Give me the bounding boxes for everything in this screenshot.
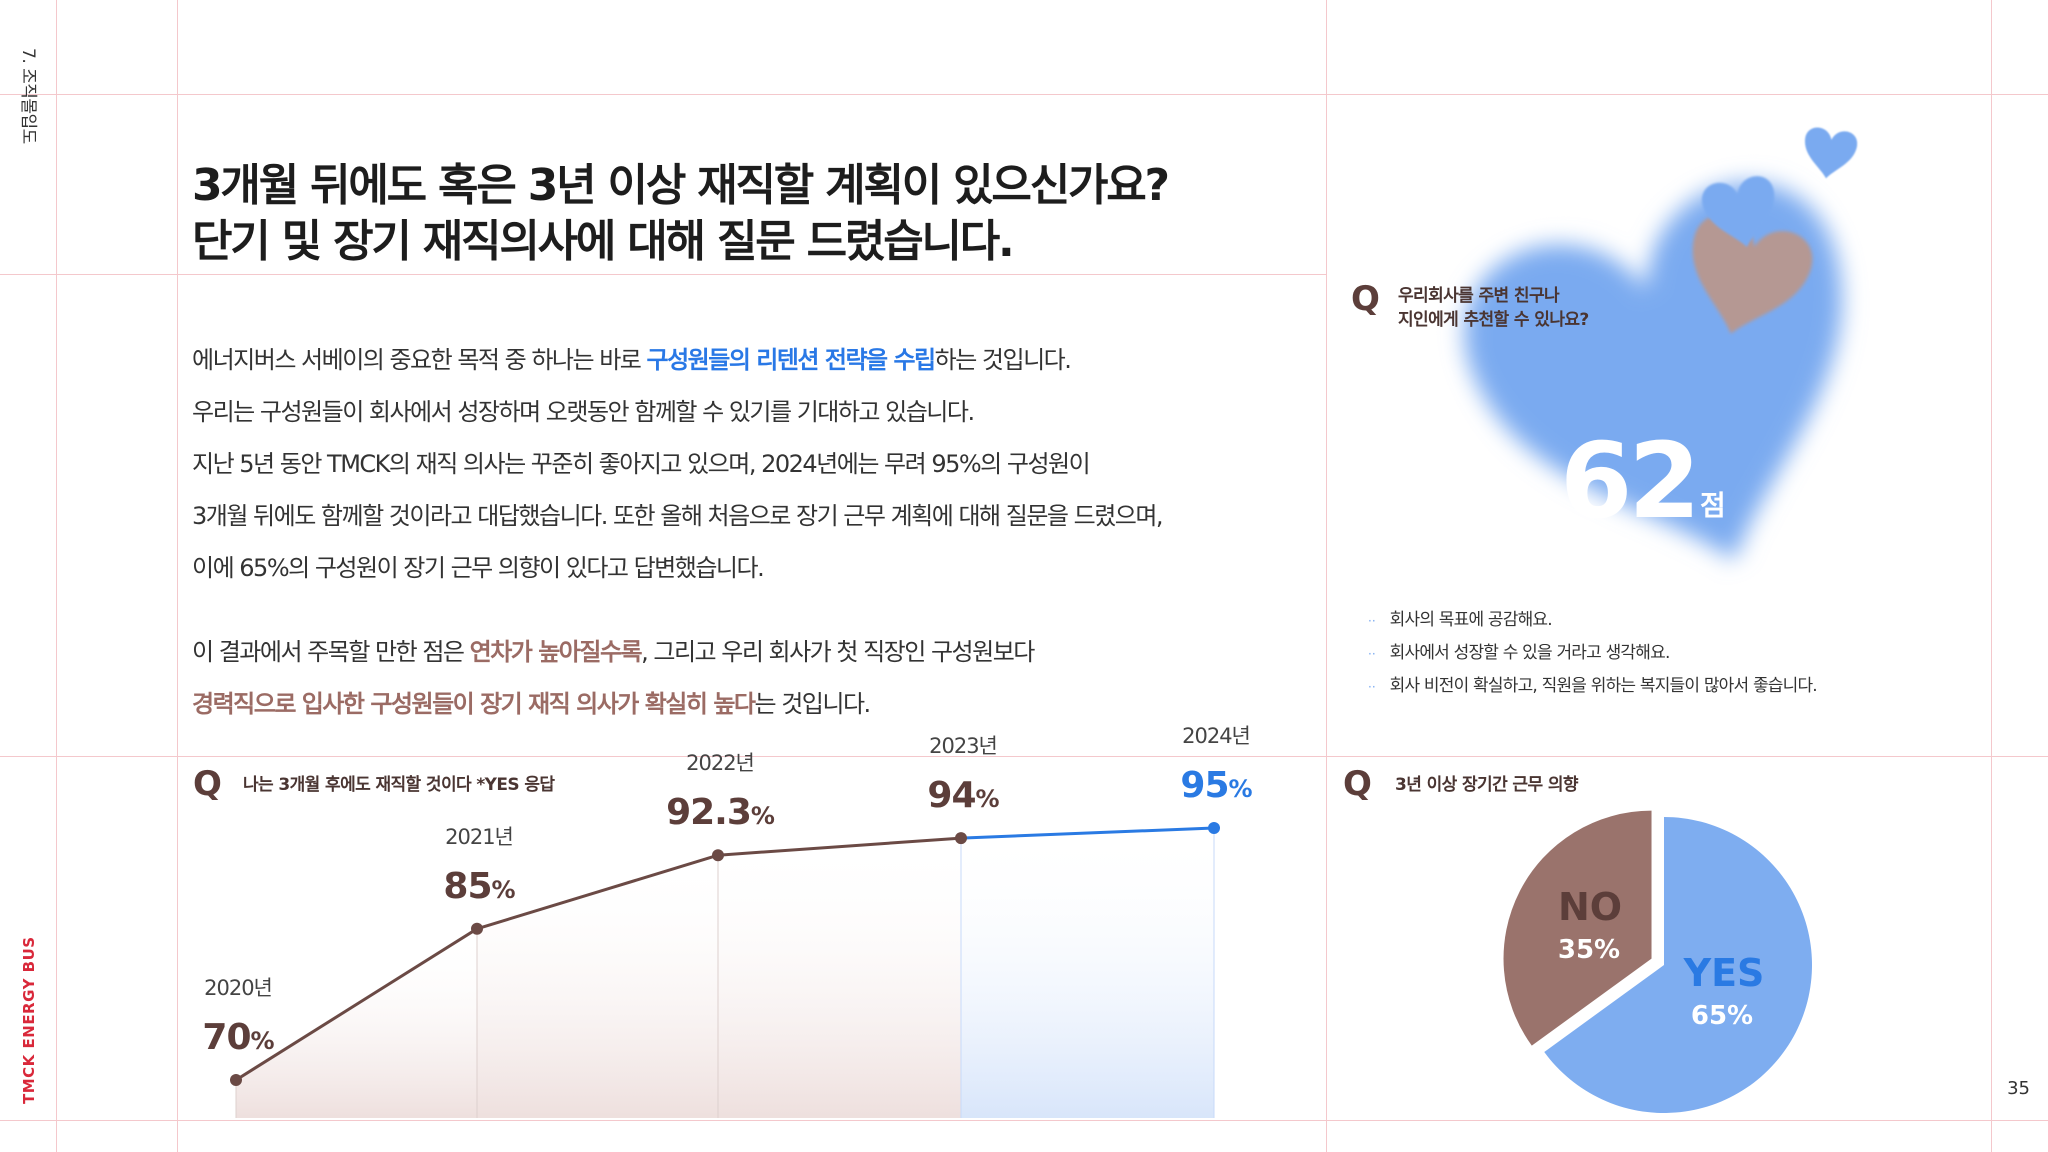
text-span: 이 결과에서 주목할 만한 점은 — [192, 638, 470, 666]
data-point — [471, 922, 483, 935]
data-point — [230, 1074, 242, 1086]
pie-slice-yes — [1544, 817, 1813, 1114]
area-segment — [236, 928, 477, 1118]
paragraph-2: 우리는 구성원들이 회사에서 성장하며 오랫동안 함께할 수 있기를 기대하고 … — [192, 398, 975, 426]
series-line — [717, 836, 962, 857]
paragraph-1: 에너지버스 서베이의 중요한 목적 중 하나는 바로 구성원들의 리텐션 전략을… — [192, 334, 1322, 386]
guide-line — [56, 0, 57, 1152]
tick-label: 2020년 — [204, 976, 272, 1000]
data-point — [712, 849, 724, 862]
area-segment — [961, 828, 1214, 1118]
q-icon: Q — [193, 764, 222, 804]
list-item: ·· 회사의 목표에 공감해요. — [1368, 604, 1817, 637]
series-line — [476, 853, 719, 931]
series-line — [960, 826, 1215, 840]
list-item: ·· 회사 비전이 확실하고, 직원을 위하는 복지들이 많아서 좋습니다. — [1368, 670, 1818, 703]
tick-label: 2022년 — [686, 751, 754, 775]
recommend-question: 우리회사를 주변 친구나 지인에게 추천할 수 있나요? — [1398, 284, 1589, 332]
guide-line — [0, 274, 1326, 275]
data-point — [1208, 822, 1220, 834]
highlight-blue: 구성원들의 리텐션 전략을 수립 — [646, 346, 937, 374]
paragraph-7: 경력직으로 입사한 구성원들이 장기 재직 의사가 확실히 높다는 것입니다. — [192, 678, 1322, 730]
heart-icon — [1702, 176, 1775, 247]
page-number: 35 — [2007, 1078, 2030, 1099]
guide-line — [1326, 0, 1327, 1152]
heart-icon — [1804, 127, 1858, 179]
recommend-score: 62 — [1560, 420, 1701, 542]
text-span: 에너지버스 서베이의 중요한 목적 중 하나는 바로 — [192, 346, 647, 374]
bullet-icon: ·· — [1368, 680, 1376, 694]
question-line: 지인에게 추천할 수 있나요? — [1398, 310, 1589, 330]
reason-text: 회사의 목표에 공감해요. — [1389, 610, 1553, 630]
data-point — [955, 832, 967, 845]
tick-label: 2021년 — [445, 825, 513, 849]
guide-line — [177, 0, 178, 1152]
guide-line — [0, 94, 2048, 95]
area-segment — [477, 855, 718, 1118]
body-text: 에너지버스 서베이의 중요한 목적 중 하나는 바로 구성원들의 리텐션 전략을… — [192, 334, 1322, 730]
paragraph-4: 3개월 뒤에도 함께할 것이라고 대답했습니다. 또한 올해 처음으로 장기 근… — [192, 502, 1164, 530]
page-title: 3개월 뒤에도 혹은 3년 이상 재직할 계획이 있으신가요? 단기 및 장기 … — [192, 158, 1322, 270]
list-item: ·· 회사에서 성장할 수 있을 거라고 생각해요. — [1368, 637, 1817, 670]
pie-slice-no — [1503, 810, 1652, 1046]
paragraph-3: 지난 5년 동안 TMCK의 재직 의사는 꾸준히 좋아지고 있으며, 2024… — [192, 450, 1091, 478]
reason-text: 회사 비전이 확실하고, 직원을 위하는 복지들이 많아서 좋습니다. — [1389, 676, 1818, 696]
slice-label-no: NO — [1558, 885, 1622, 929]
guide-line — [0, 756, 2048, 757]
tick-label: 2024년 — [1182, 724, 1250, 748]
title-line-1: 3개월 뒤에도 혹은 3년 이상 재직할 계획이 있으신가요? — [192, 160, 1170, 211]
slice-value-yes: 65% — [1691, 1001, 1753, 1031]
text-span: , 그리고 우리 회사가 첫 직장인 구성원보다 — [641, 638, 1035, 666]
reason-text: 회사에서 성장할 수 있을 거라고 생각해요. — [1389, 643, 1671, 663]
bullet-icon: ·· — [1368, 614, 1376, 628]
q-icon: Q — [1351, 279, 1380, 319]
q-icon: Q — [1343, 764, 1372, 804]
title-line-2: 단기 및 장기 재직의사에 대해 질문 드렸습니다. — [192, 216, 1015, 267]
guide-line — [1991, 0, 1992, 1152]
guide-line — [0, 1120, 2048, 1121]
highlight-brown: 경력직으로 입사한 구성원들이 장기 재직 의사가 확실히 높다 — [192, 690, 756, 718]
bullet-icon: ·· — [1368, 647, 1376, 661]
highlight-brown: 연차가 높아질수록 — [469, 638, 643, 666]
series-line — [235, 927, 478, 1082]
reason-list: ·· 회사의 목표에 공감해요. ·· 회사에서 성장할 수 있을 거라고 생각해요… — [1368, 604, 1818, 703]
slice-value-no: 35% — [1558, 935, 1620, 965]
paragraph-6: 이 결과에서 주목할 만한 점은 연차가 높아질수록, 그리고 우리 회사가 첫… — [192, 626, 1322, 678]
line-chart-title: 나는 3개월 후에도 재직할 것이다 *YES 응답 — [243, 775, 555, 795]
text-span: 하는 것입니다. — [934, 346, 1072, 374]
paragraph-5: 이에 65%의 구성원이 장기 근무 의향이 있다고 답변했습니다. — [192, 554, 765, 582]
text-span: 는 것입니다. — [754, 690, 872, 718]
pie-chart-title: 3년 이상 장기간 근무 의향 — [1395, 775, 1579, 795]
area-segment — [718, 838, 961, 1118]
slice-label-yes: YES — [1683, 951, 1765, 995]
tick-label: 2023년 — [929, 734, 997, 758]
score-unit: 점 — [1700, 489, 1726, 522]
heart-icon — [1692, 214, 1813, 334]
question-line: 우리회사를 주변 친구나 — [1398, 286, 1560, 306]
